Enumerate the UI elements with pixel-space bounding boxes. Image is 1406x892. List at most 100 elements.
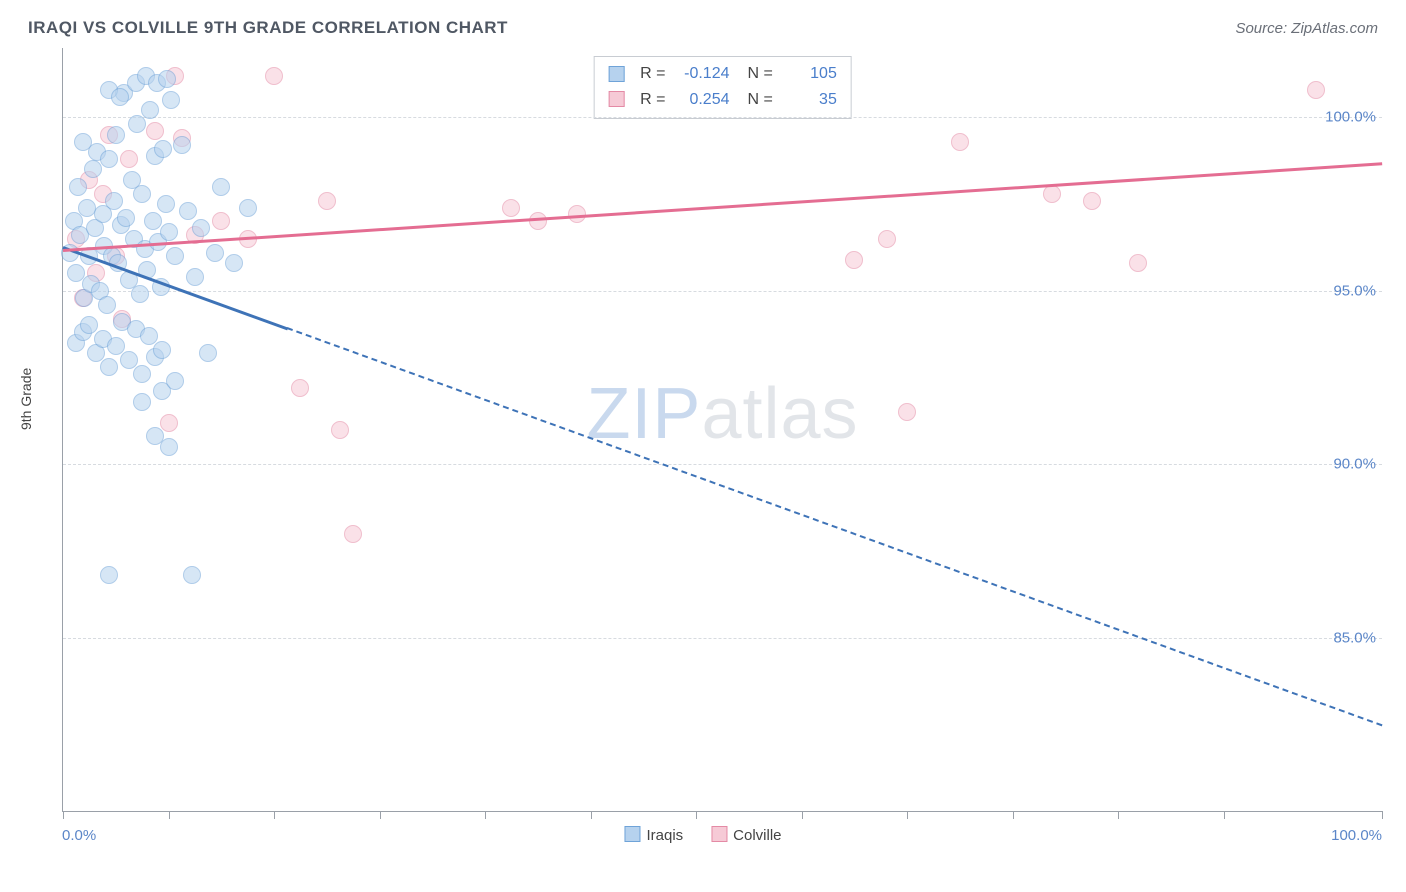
data-point — [120, 150, 138, 168]
gridline — [63, 291, 1382, 292]
series-swatch — [624, 826, 640, 842]
legend-label: Iraqis — [646, 827, 683, 844]
data-point — [141, 101, 159, 119]
data-point — [206, 244, 224, 262]
x-tick — [63, 811, 64, 819]
data-point — [291, 379, 309, 397]
stats-row: R =0.254N =35 — [608, 87, 837, 113]
stats-row: R =-0.124N =105 — [608, 61, 837, 87]
data-point — [154, 140, 172, 158]
data-point — [344, 525, 362, 543]
data-point — [107, 126, 125, 144]
watermark: ZIPatlas — [586, 373, 858, 455]
legend-item: Colville — [711, 826, 781, 844]
y-axis-label: 9th Grade — [18, 368, 34, 430]
legend-item: Iraqis — [624, 826, 683, 844]
series-swatch — [711, 826, 727, 842]
data-point — [84, 160, 102, 178]
data-point — [502, 199, 520, 217]
x-min-label: 0.0% — [62, 827, 96, 844]
data-point — [173, 136, 191, 154]
data-point — [100, 566, 118, 584]
data-point — [183, 566, 201, 584]
data-point — [153, 341, 171, 359]
data-point — [158, 70, 176, 88]
data-point — [845, 251, 863, 269]
data-point — [160, 414, 178, 432]
y-tick-label: 90.0% — [1333, 456, 1376, 473]
data-point — [157, 195, 175, 213]
legend: Iraqis Colville — [624, 826, 781, 844]
data-point — [160, 223, 178, 241]
x-tick — [169, 811, 170, 819]
gridline — [63, 464, 1382, 465]
x-tick — [907, 811, 908, 819]
data-point — [133, 365, 151, 383]
x-tick — [696, 811, 697, 819]
data-point — [529, 212, 547, 230]
gridline — [63, 638, 1382, 639]
y-tick-label: 95.0% — [1333, 282, 1376, 299]
data-point — [131, 285, 149, 303]
n-label: N = — [748, 61, 773, 87]
data-point — [265, 67, 283, 85]
legend-label: Colville — [733, 827, 781, 844]
data-point — [117, 209, 135, 227]
trend-line — [287, 327, 1382, 726]
data-point — [146, 122, 164, 140]
n-value: 105 — [783, 61, 837, 87]
series-swatch — [608, 66, 624, 82]
data-point — [318, 192, 336, 210]
data-point — [212, 212, 230, 230]
y-tick-label: 85.0% — [1333, 629, 1376, 646]
x-max-label: 100.0% — [1331, 827, 1382, 844]
data-point — [105, 192, 123, 210]
r-value: 0.254 — [676, 87, 730, 113]
x-tick — [485, 811, 486, 819]
data-point — [100, 150, 118, 168]
x-tick — [274, 811, 275, 819]
data-point — [1307, 81, 1325, 99]
r-label: R = — [640, 61, 665, 87]
data-point — [160, 438, 178, 456]
data-point — [225, 254, 243, 272]
data-point — [133, 393, 151, 411]
gridline — [63, 117, 1382, 118]
data-point — [878, 230, 896, 248]
x-tick — [1013, 811, 1014, 819]
data-point — [166, 247, 184, 265]
data-point — [69, 178, 87, 196]
data-point — [199, 344, 217, 362]
n-label: N = — [748, 87, 773, 113]
plot-region: ZIPatlas R =-0.124N =105R =0.254N =35 10… — [62, 48, 1382, 812]
data-point — [98, 296, 116, 314]
x-tick — [1224, 811, 1225, 819]
data-point — [212, 178, 230, 196]
data-point — [1129, 254, 1147, 272]
data-point — [898, 403, 916, 421]
trend-line — [63, 162, 1382, 252]
stats-legend: R =-0.124N =105R =0.254N =35 — [593, 56, 852, 119]
series-swatch — [608, 91, 624, 107]
data-point — [1083, 192, 1101, 210]
source-credit: Source: ZipAtlas.com — [1235, 20, 1378, 37]
r-label: R = — [640, 87, 665, 113]
x-tick — [380, 811, 381, 819]
data-point — [331, 421, 349, 439]
y-tick-label: 100.0% — [1325, 109, 1376, 126]
data-point — [186, 268, 204, 286]
x-tick — [1118, 811, 1119, 819]
x-tick — [591, 811, 592, 819]
data-point — [239, 199, 257, 217]
data-point — [144, 212, 162, 230]
data-point — [128, 115, 146, 133]
x-tick — [1382, 811, 1383, 819]
data-point — [162, 91, 180, 109]
data-point — [100, 358, 118, 376]
data-point — [133, 185, 151, 203]
data-point — [111, 88, 129, 106]
chart-title: IRAQI VS COLVILLE 9TH GRADE CORRELATION … — [28, 18, 508, 38]
x-tick — [802, 811, 803, 819]
chart-area: 9th Grade ZIPatlas R =-0.124N =105R =0.2… — [24, 48, 1382, 872]
data-point — [192, 219, 210, 237]
